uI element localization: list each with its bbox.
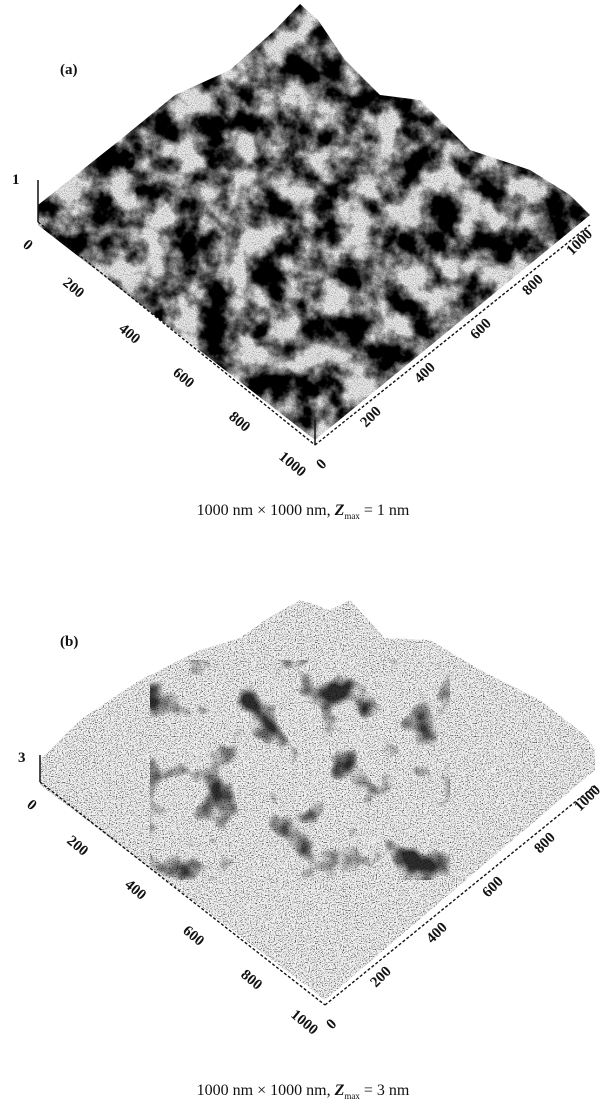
afm-panel-b: 0 200 400 600 800 1000 0 200 400 600 800… [0, 560, 606, 1115]
tick-right-200: 200 [358, 404, 385, 431]
caption-prefix: 1000 nm × 1000 nm, [197, 502, 335, 519]
tick-left-800: 800 [225, 409, 253, 436]
panel-caption: 1000 nm × 1000 nm, Zmax = 1 nm [0, 502, 606, 521]
tick-left-1000: 1000 [275, 449, 308, 481]
panel-label: (a) [60, 62, 78, 79]
caption-z-symbol: Z [335, 502, 345, 519]
caption-prefix: 1000 nm × 1000 nm, [197, 1082, 335, 1099]
tick-left-200: 200 [63, 833, 91, 860]
tick-left-600: 600 [169, 365, 197, 392]
tick-left-200: 200 [59, 275, 87, 302]
caption-suffix: = 1 nm [360, 502, 409, 519]
caption-z-sub: max [344, 1091, 360, 1101]
tick-right-800: 800 [520, 272, 547, 299]
panel-caption: 1000 nm × 1000 nm, Zmax = 3 nm [0, 1082, 606, 1101]
tick-right-1000: 1000 [572, 782, 605, 815]
tick-left-400: 400 [115, 321, 143, 348]
tick-left-0: 0 [19, 237, 35, 254]
tick-right-200: 200 [368, 964, 395, 991]
afm-surface-a: 0 200 400 600 800 1000 0 200 400 600 800… [0, 0, 606, 540]
tick-left-1000: 1000 [287, 1007, 320, 1039]
panel-label: (b) [60, 634, 78, 651]
tick-left-0: 0 [23, 797, 39, 814]
tick-right-400: 400 [412, 360, 439, 387]
tick-right-0: 0 [324, 1016, 341, 1033]
tick-right-600: 600 [480, 874, 507, 901]
tick-left-800: 800 [237, 967, 265, 994]
afm-surface-b: 0 200 400 600 800 1000 0 200 400 600 800… [0, 560, 606, 1060]
afm-panel-a: 0 200 400 600 800 1000 0 200 400 600 800… [0, 0, 606, 540]
caption-suffix: = 3 nm [360, 1082, 409, 1099]
tick-left-400: 400 [121, 877, 149, 904]
z-max-tick: 3 [18, 750, 26, 766]
caption-z-symbol: Z [335, 1082, 345, 1099]
tick-left-600: 600 [179, 923, 207, 950]
tick-right-0: 0 [314, 456, 331, 473]
caption-z-sub: max [344, 511, 360, 521]
tick-right-400: 400 [424, 920, 451, 947]
z-max-tick: 1 [12, 172, 20, 188]
